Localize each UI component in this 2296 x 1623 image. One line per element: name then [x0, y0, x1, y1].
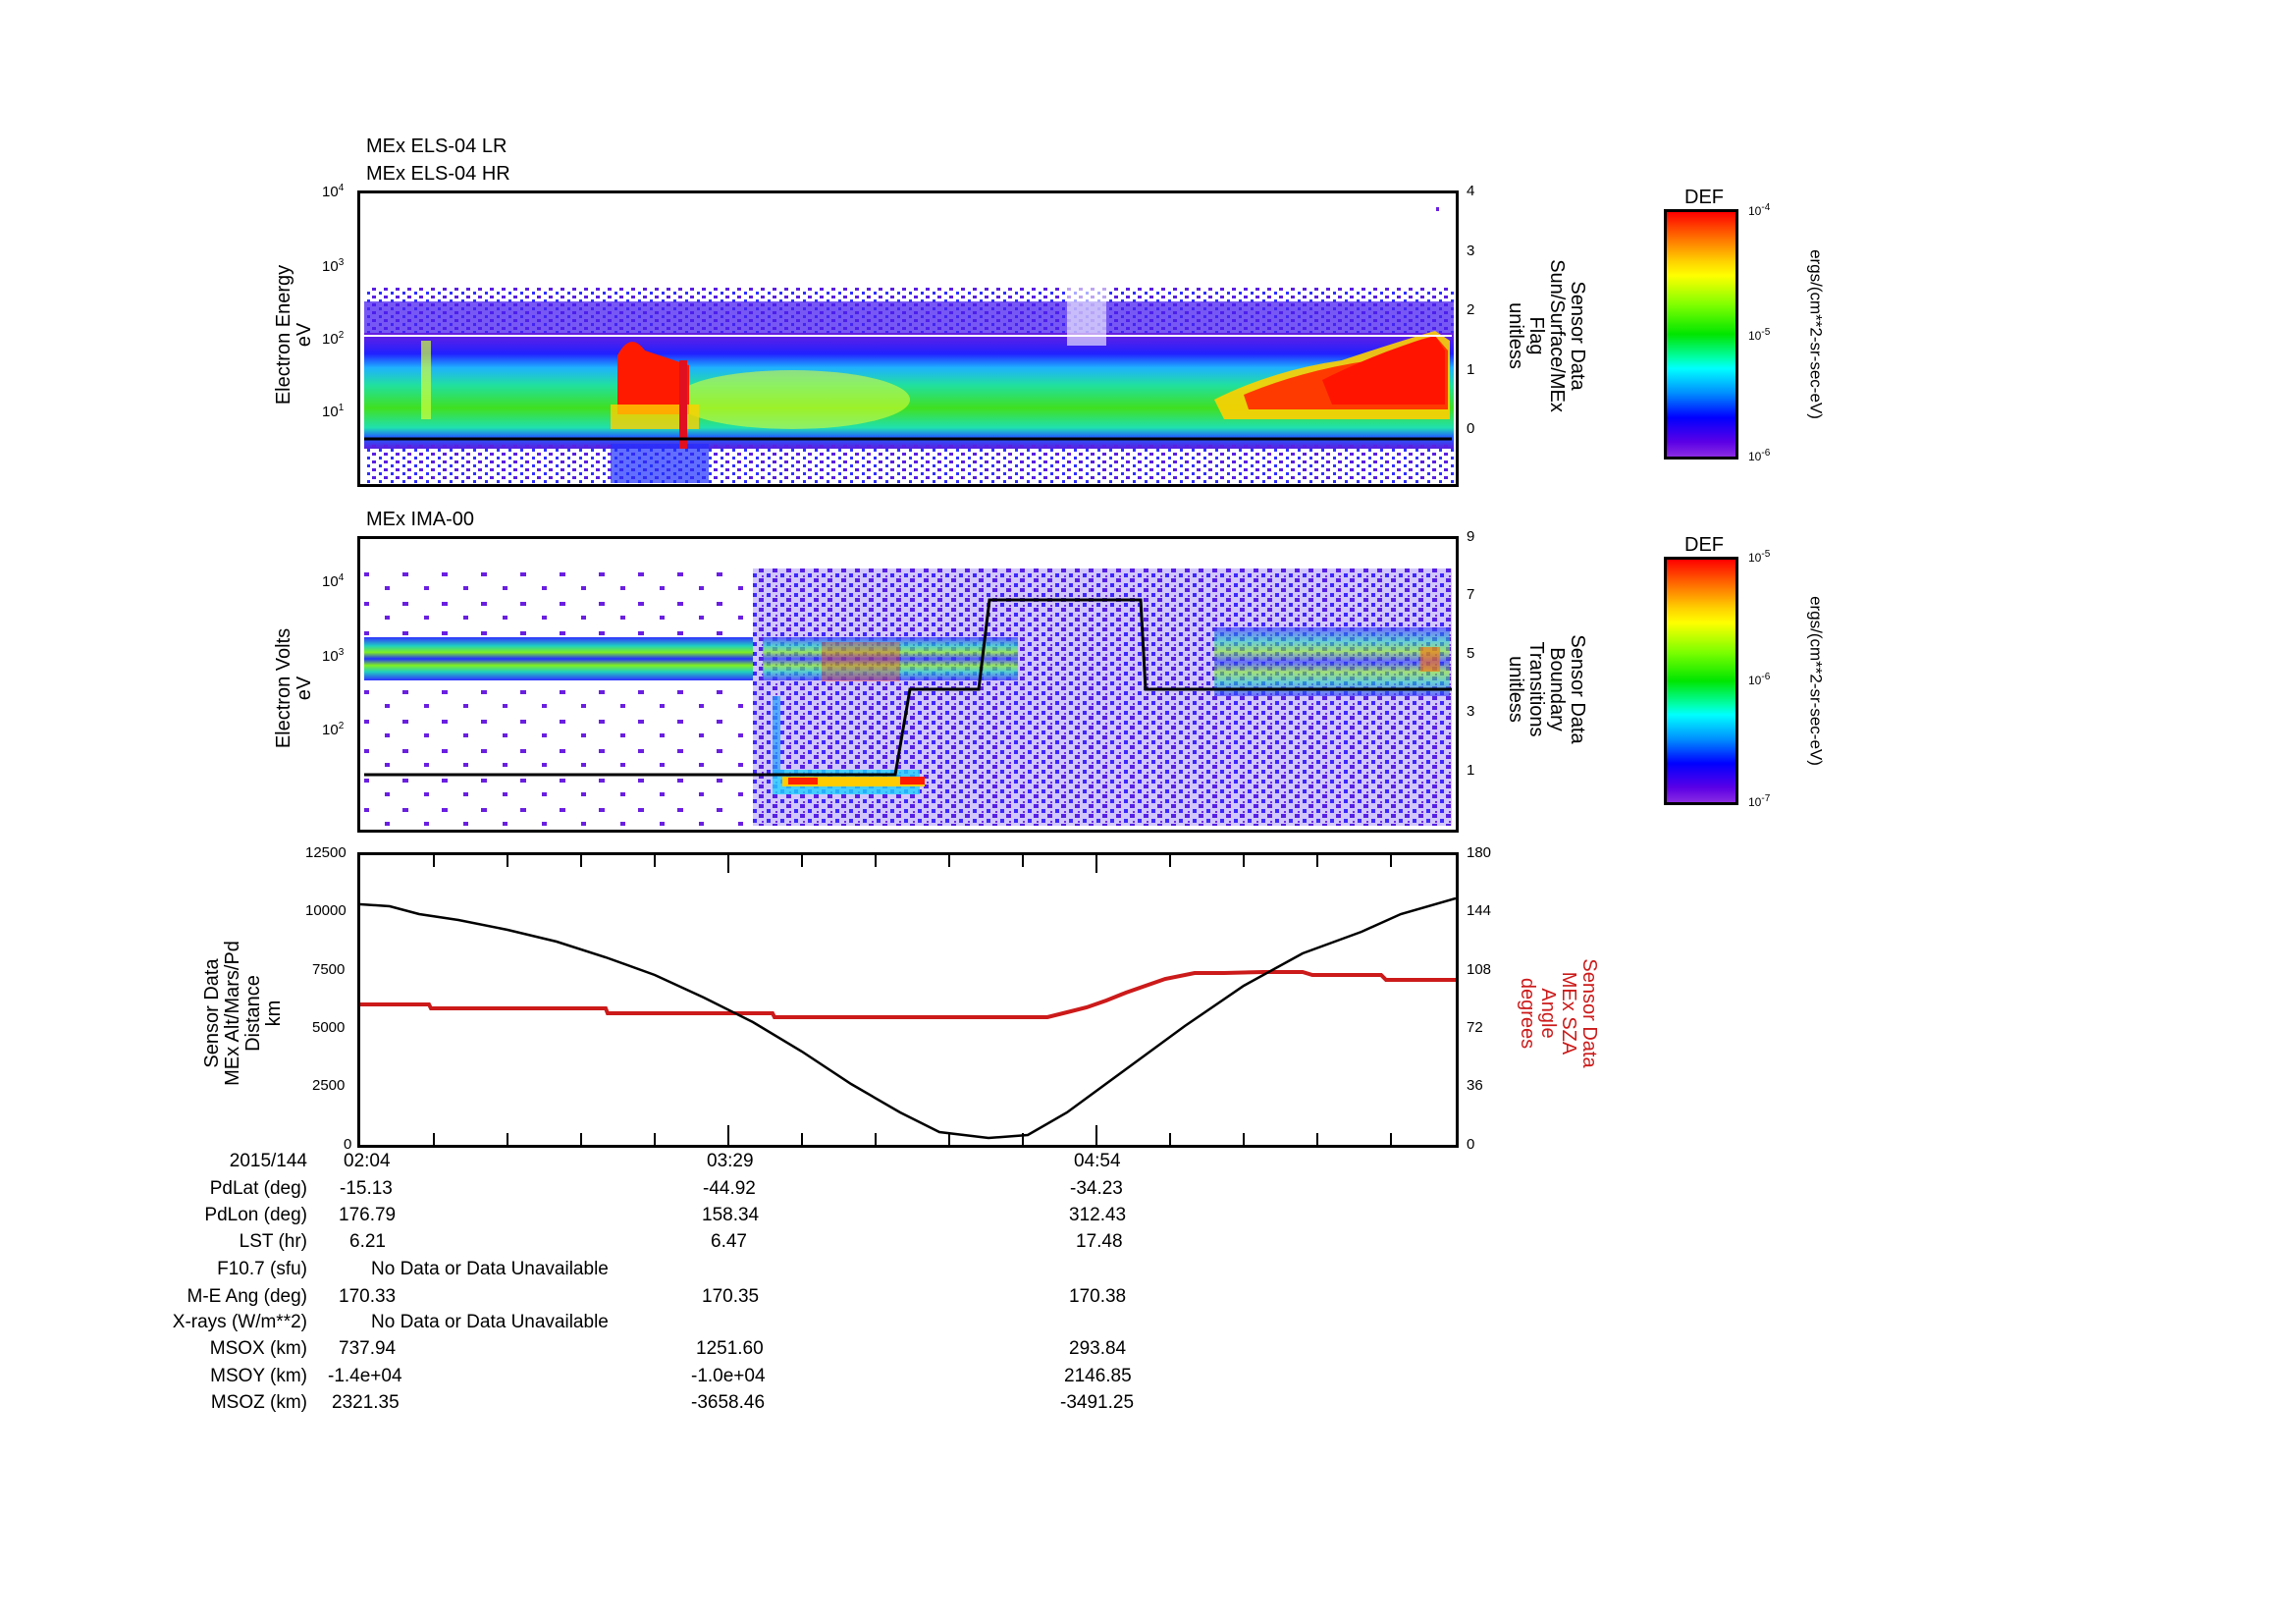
info-cell: 2146.85: [1064, 1366, 1132, 1386]
info-cell: -44.92: [703, 1178, 756, 1199]
els-colorbar-top-label: 10-4: [1748, 202, 1771, 218]
info-row-label: M-E Ang (deg): [187, 1286, 308, 1307]
ima-y2-axis-label: Sensor Data Boundary Transitions unitles…: [1505, 634, 1588, 744]
ima-colorbar-top-label: 10-5: [1748, 549, 1771, 565]
ima-y2tick-1: 1: [1467, 762, 1475, 779]
els-spectrogram-image: [360, 193, 1456, 484]
alt-sza-lines: [360, 855, 1456, 1145]
info-note: No Data or Data Unavailable: [371, 1312, 609, 1332]
info-cell: 6.47: [711, 1231, 747, 1252]
ima-y2tick-3: 3: [1467, 703, 1475, 720]
sza-y2tick-36: 36: [1467, 1077, 1483, 1094]
els-title-lr: MEx ELS-04 LR: [366, 135, 507, 157]
els-y-axis-label: Electron Energy eV: [273, 264, 315, 406]
info-cell: 158.34: [702, 1205, 760, 1225]
ima-colorbar: [1664, 557, 1738, 805]
sza-y2tick-180: 180: [1467, 844, 1492, 861]
els-colorbar-units: ergs/(cm**2-sr-sec-eV): [1806, 249, 1826, 419]
info-row-label: PdLon (deg): [204, 1205, 307, 1225]
info-cell: 293.84: [1069, 1338, 1127, 1359]
info-note: No Data or Data Unavailable: [371, 1259, 609, 1279]
info-cell: 17.48: [1076, 1231, 1123, 1252]
info-cell: 170.33: [339, 1286, 397, 1307]
els-colorbar-title: DEF: [1684, 187, 1724, 208]
els-y2-axis-label: Sensor Data Sun/Surface/MEx Flag unitles…: [1505, 259, 1588, 412]
els-ytick-1e4: 104: [322, 183, 345, 200]
sza-y2-axis-label: Sensor Data MEx SZA Angle degrees: [1517, 958, 1600, 1068]
els-ytick-1e1: 101: [322, 403, 345, 420]
ima-y2tick-9: 9: [1467, 528, 1475, 545]
info-row-label: X-rays (W/m**2): [172, 1312, 307, 1332]
info-cell: -1.0e+04: [691, 1366, 766, 1386]
ima-colorbar-bottom-label: 10-7: [1748, 793, 1771, 809]
info-row-label: MSOX (km): [209, 1338, 307, 1359]
ima-colorbar-units: ergs/(cm**2-sr-sec-eV): [1806, 596, 1826, 766]
els-y2tick-1: 1: [1467, 361, 1475, 378]
els-y2tick-3: 3: [1467, 243, 1475, 259]
sza-y2tick-108: 108: [1467, 961, 1492, 978]
sza-y2tick-72: 72: [1467, 1019, 1483, 1036]
altitude-line: [360, 896, 1456, 1140]
ima-spectrogram: [357, 536, 1459, 833]
alt-ytick-0: 0: [344, 1136, 352, 1153]
info-time-2: 03:29: [707, 1151, 754, 1171]
info-cell: 6.21: [349, 1231, 386, 1252]
info-cell: 176.79: [339, 1205, 397, 1225]
info-cell: 2321.35: [332, 1392, 400, 1413]
alt-ytick-2500: 2500: [312, 1077, 346, 1094]
els-colorbar-bottom-label: 10-6: [1748, 448, 1771, 463]
info-date: 2015/144: [229, 1151, 307, 1171]
alt-y-axis-label: Sensor Data MEx Alt/Mars/Pd Distance km: [201, 941, 285, 1086]
info-cell: 170.35: [702, 1286, 760, 1307]
ima-y2tick-7: 7: [1467, 586, 1475, 603]
ima-colorbar-mid-label: 10-6: [1748, 672, 1771, 687]
info-row-label: LST (hr): [239, 1231, 307, 1252]
els-colorbar-mid-label: 10-5: [1748, 327, 1771, 343]
ima-ytick-1e4: 104: [322, 572, 345, 590]
info-row-label: MSOY (km): [210, 1366, 307, 1386]
info-cell: 312.43: [1069, 1205, 1127, 1225]
els-ytick-1e3: 103: [322, 257, 345, 275]
info-cell: -3491.25: [1060, 1392, 1135, 1413]
info-cell: -3658.46: [691, 1392, 766, 1413]
info-cell: 170.38: [1069, 1286, 1127, 1307]
info-row-label: PdLat (deg): [209, 1178, 307, 1199]
sza-y2tick-144: 144: [1467, 902, 1492, 919]
info-cell: 1251.60: [696, 1338, 764, 1359]
els-colorbar: [1664, 209, 1738, 460]
alt-ytick-5000: 5000: [312, 1019, 346, 1036]
ima-colorbar-title: DEF: [1684, 534, 1724, 556]
alt-sza-line-plot: [357, 852, 1459, 1148]
info-time-1: 02:04: [344, 1151, 391, 1171]
sza-y2tick-0: 0: [1467, 1136, 1475, 1153]
info-cell: 737.94: [339, 1338, 397, 1359]
alt-ytick-7500: 7500: [312, 961, 346, 978]
info-cell: -34.23: [1070, 1178, 1123, 1199]
sza-line: [360, 970, 1456, 1019]
els-y2tick-0: 0: [1467, 420, 1475, 437]
alt-ytick-12500: 12500: [305, 844, 347, 861]
ima-y-axis-label: Electron Volts eV: [273, 627, 315, 749]
ima-ytick-1e3: 103: [322, 647, 345, 665]
ima-title: MEx IMA-00: [366, 509, 475, 530]
info-row-label: F10.7 (sfu): [217, 1259, 307, 1279]
info-cell: -1.4e+04: [328, 1366, 402, 1386]
info-time-3: 04:54: [1074, 1151, 1121, 1171]
els-spectrogram: [357, 190, 1459, 487]
els-ytick-1e2: 102: [322, 330, 345, 348]
els-y2tick-4: 4: [1467, 183, 1475, 199]
ima-spectrogram-image: [360, 539, 1456, 830]
ima-ytick-1e2: 102: [322, 721, 345, 738]
ima-y2tick-5: 5: [1467, 645, 1475, 662]
info-cell: -15.13: [340, 1178, 393, 1199]
els-title-hr: MEx ELS-04 HR: [366, 163, 510, 185]
els-y2tick-2: 2: [1467, 301, 1475, 318]
info-row-label: MSOZ (km): [210, 1392, 307, 1413]
alt-ytick-10000: 10000: [305, 902, 347, 919]
